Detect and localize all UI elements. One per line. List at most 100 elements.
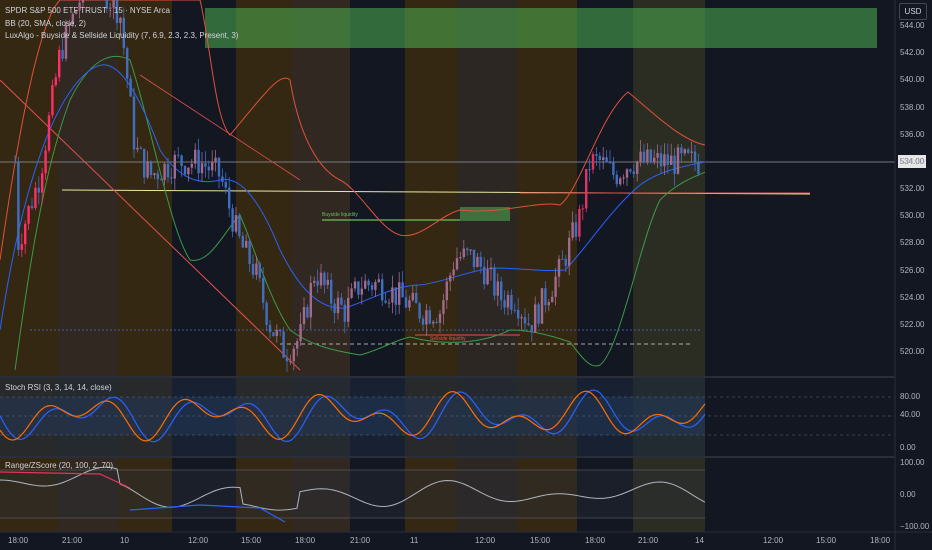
candle-body (115, 0, 119, 24)
candle-body (537, 304, 540, 324)
candle-body (207, 166, 210, 171)
candle-body (656, 153, 659, 158)
stoch-legend[interactable]: Stoch RSI (3, 3, 14, 14, close) (5, 382, 112, 393)
candle-body (377, 279, 380, 283)
candle-body (619, 178, 622, 185)
candle-body (20, 244, 23, 250)
candle-body (251, 264, 255, 275)
candle-body (687, 149, 690, 153)
candle-body (693, 151, 697, 163)
candle-body (139, 147, 142, 149)
candle-body (557, 258, 561, 277)
candle-body (568, 237, 571, 266)
stoch-indicator-label: Stoch RSI (3, 3, 14, 14, close) (5, 383, 112, 392)
price-tick-label: 526.00 (900, 265, 925, 275)
price-tick-label: 532.00 (900, 184, 925, 193)
candle-body (642, 151, 646, 162)
price-tick-label: 528.00 (900, 238, 925, 248)
candle-body (156, 173, 159, 180)
candle-body (585, 169, 588, 209)
candle-body (204, 163, 207, 167)
candle-body (513, 309, 516, 311)
candle-body (302, 306, 306, 325)
candle-body (333, 303, 336, 314)
candle-body (588, 169, 591, 171)
candle-body (530, 325, 533, 333)
candle-body (479, 256, 482, 267)
candle-body (160, 179, 163, 181)
candle-body (190, 163, 193, 168)
zscore-line (0, 466, 706, 511)
luxalgo-legend[interactable]: LuxAlgo - Buyside & Sellside Liquidity (… (5, 30, 238, 41)
indicator-tick-label: 0.00 (900, 443, 916, 452)
candle-body (13, 161, 17, 163)
time-tick-label: 21:00 (350, 536, 371, 545)
candle-body (282, 331, 285, 358)
pane-divider (0, 456, 932, 458)
candle-body (449, 275, 452, 282)
currency-button[interactable]: USD (899, 3, 927, 20)
candle-body (64, 25, 68, 59)
candle-body (163, 163, 166, 181)
candle-body (275, 329, 278, 337)
price-tick-label: 542.00 (900, 48, 925, 58)
bb-legend[interactable]: BB (20, SMA, close, 2) (5, 18, 86, 29)
candle-body (387, 302, 391, 304)
candle-body (442, 300, 445, 314)
price-tick-label: 536.00 (900, 129, 925, 139)
candle-body (445, 281, 448, 301)
pane-divider (0, 376, 932, 378)
candle-body (462, 248, 465, 258)
candle-body (357, 281, 360, 295)
candle-body (37, 187, 40, 193)
candle-body (214, 157, 217, 162)
time-tick-label: 14 (695, 536, 704, 545)
zscore-legend[interactable]: Range/ZScore (20, 100, 2, 70) (5, 460, 113, 471)
candle-body (347, 297, 350, 322)
symbol-title: SPDR S&P 500 ETF TRUST · 15 · NYSE Arca (5, 6, 170, 15)
candle-body (238, 215, 241, 237)
candle-body (316, 280, 319, 286)
candle-body (292, 348, 295, 362)
candle-body (228, 187, 231, 209)
time-tick-label: 15:00 (241, 536, 262, 545)
candle-body (166, 163, 170, 178)
candle-body (578, 208, 581, 237)
candle-body (697, 162, 700, 174)
candle-body (330, 279, 333, 304)
candle-body (493, 267, 496, 296)
indicator-tick-label: 100.00 (900, 458, 925, 467)
time-tick-label: 18:00 (870, 536, 891, 545)
candle-body (129, 78, 132, 97)
price-tick-label: 530.00 (900, 211, 925, 221)
candle-body (350, 288, 353, 298)
candle-body (132, 96, 136, 150)
stoch-k-line (0, 389, 706, 443)
candle-body (639, 151, 642, 162)
candle-body (285, 357, 289, 362)
candle-body (469, 249, 472, 251)
candle-body (279, 329, 282, 332)
buyside-liquidity-zone (205, 8, 877, 48)
candle-body (666, 154, 669, 165)
candle-body (180, 155, 183, 167)
candle-body (540, 288, 544, 324)
candle-body (289, 361, 292, 363)
candle-body (68, 24, 71, 26)
time-tick-label: 18:00 (8, 536, 29, 545)
symbol-legend[interactable]: SPDR S&P 500 ETF TRUST · 15 · NYSE Arca (5, 5, 170, 16)
candle-body (415, 292, 418, 304)
empty-future-area (705, 0, 895, 532)
time-tick-label: 21:00 (62, 536, 83, 545)
candle-body (323, 272, 326, 285)
candle-body (622, 177, 625, 179)
bb-lower-band (14, 55, 706, 371)
candle-body (177, 154, 180, 156)
candle-body (612, 162, 615, 175)
candle-body (534, 304, 537, 333)
last-price-tag: 534.00 (898, 155, 926, 168)
candle-body (670, 155, 673, 165)
candle-body (71, 13, 74, 25)
candle-body (629, 169, 632, 172)
